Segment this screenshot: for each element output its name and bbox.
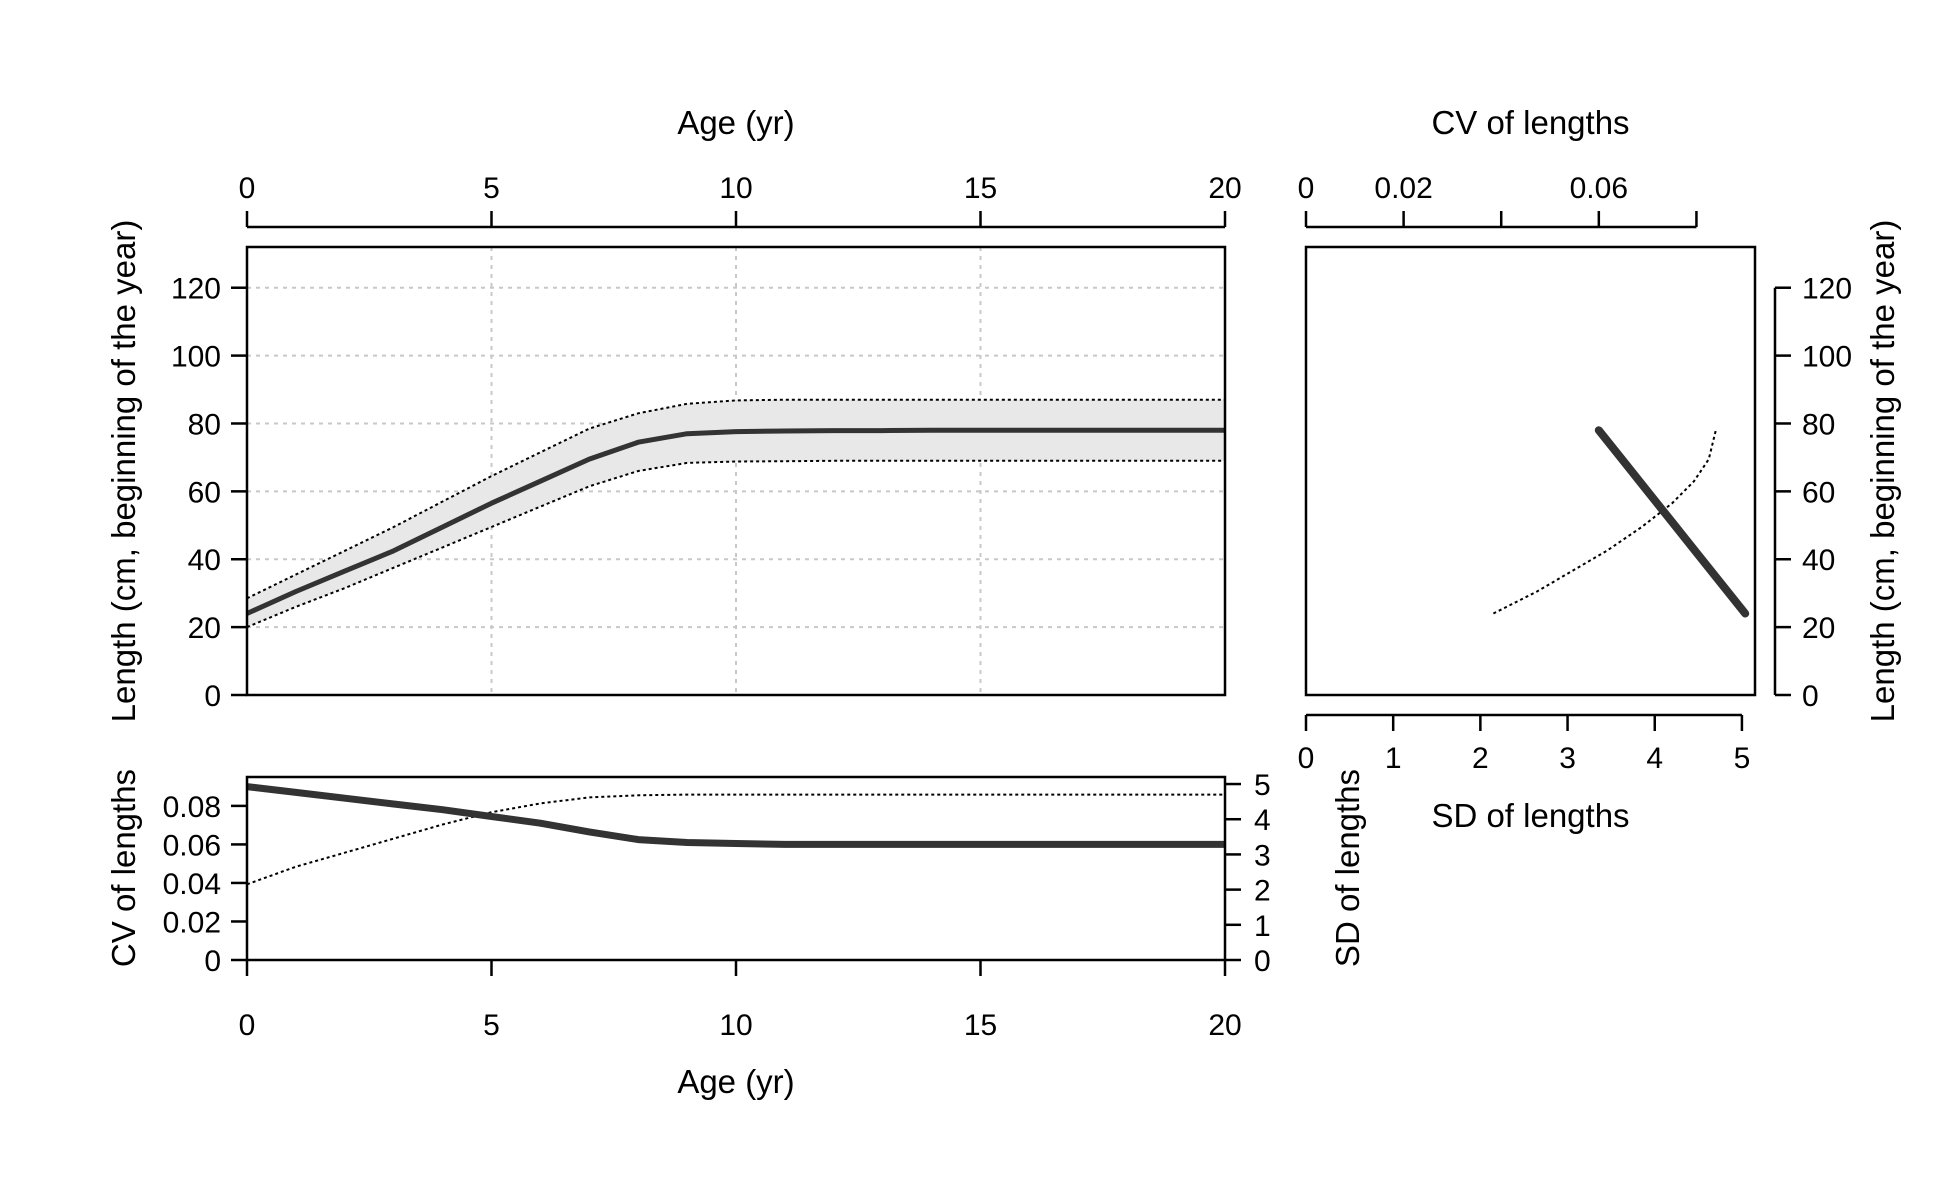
y-tick-label: 120 [171, 273, 221, 306]
right-y-tick-label: 120 [1802, 273, 1852, 306]
right-y-axis-title: SD of lengths [1329, 769, 1366, 967]
y-tick-label: 80 [188, 408, 221, 441]
left-y-tick-label: 0.08 [163, 791, 221, 824]
y-tick-label: 60 [188, 476, 221, 509]
x-tick-label: 0 [239, 1009, 256, 1042]
top-x-tick-label: 20 [1208, 172, 1241, 205]
bottom-x-tick-label: 2 [1472, 742, 1489, 775]
interval-band [247, 399, 1225, 628]
bottom-x-tick-label: 5 [1734, 742, 1751, 775]
top-x-tick-label: 0 [239, 172, 256, 205]
right-y-tick-label: 5 [1254, 769, 1271, 802]
y-tick-label: 0 [204, 680, 221, 713]
y-tick-label: 20 [188, 612, 221, 645]
right-y-tick-label: 60 [1802, 476, 1835, 509]
top-x-axis-title: CV of lengths [1431, 104, 1629, 141]
right-y-tick-label: 100 [1802, 341, 1852, 374]
bottom-x-tick-label: 0 [1298, 742, 1315, 775]
plot-frame [1304, 245, 1757, 697]
right-y-axis-title: Length (cm, beginning of the year) [1864, 220, 1901, 723]
x-tick-label: 15 [964, 1009, 997, 1042]
bottom-x-tick-label: 1 [1385, 742, 1402, 775]
right-y-tick-label: 0 [1802, 680, 1819, 713]
right-y-tick-label: 40 [1802, 544, 1835, 577]
left-y-tick-label: 0.04 [163, 868, 221, 901]
left-y-axis-title: CV of lengths [105, 769, 142, 967]
upper-bound-line [246, 398, 1225, 600]
y-tick-label: 100 [171, 341, 221, 374]
top-x-tick-label: 15 [964, 172, 997, 205]
right-y-tick-label: 3 [1254, 839, 1271, 872]
sd-line [246, 793, 1225, 886]
right-y-tick-label: 0 [1254, 945, 1271, 978]
bottom-x-tick-label: 3 [1559, 742, 1576, 775]
top-x-tick-label: 10 [719, 172, 752, 205]
cv-line [246, 783, 1225, 848]
bottom-x-axis-title: SD of lengths [1431, 797, 1629, 834]
top-x-tick-label: 0 [1298, 172, 1315, 205]
left-y-tick-label: 0.02 [163, 906, 221, 939]
left-y-tick-label: 0 [204, 945, 221, 978]
top-x-tick-label: 5 [483, 172, 500, 205]
lower-bound-line [246, 459, 1225, 629]
cv-vs-length-line [1594, 426, 1750, 618]
left-y-tick-label: 0.06 [163, 829, 221, 862]
y-axis-title: Length (cm, beginning of the year) [105, 220, 142, 723]
top-x-tick-label: 0.02 [1374, 172, 1432, 205]
sd-vs-length-line [1492, 430, 1717, 615]
right-y-tick-label: 4 [1254, 804, 1271, 837]
plot-frame [245, 245, 1227, 697]
length-vs-variability-panel: 0 0.02 0.06 CV of lengths 0 1 2 3 4 5 SD of length… [1298, 104, 1901, 834]
top-x-tick-label: 0.06 [1570, 172, 1628, 205]
top-x-axis-title: Age (yr) [677, 104, 794, 141]
y-tick-label: 40 [188, 544, 221, 577]
growth-panel: 0 5 10 15 20 Age (yr) 0 20 40 60 80 100 120 Length (c… [105, 104, 1242, 722]
right-y-tick-label: 2 [1254, 875, 1271, 908]
x-axis-title: Age (yr) [677, 1063, 794, 1100]
x-tick-label: 20 [1208, 1009, 1241, 1042]
right-y-tick-label: 20 [1802, 612, 1835, 645]
right-y-tick-label: 1 [1254, 910, 1271, 943]
x-tick-label: 10 [719, 1009, 752, 1042]
bottom-x-tick-label: 4 [1646, 742, 1663, 775]
mean-length-line [245, 427, 1225, 616]
right-y-tick-label: 80 [1802, 408, 1835, 441]
x-tick-label: 5 [483, 1009, 500, 1042]
